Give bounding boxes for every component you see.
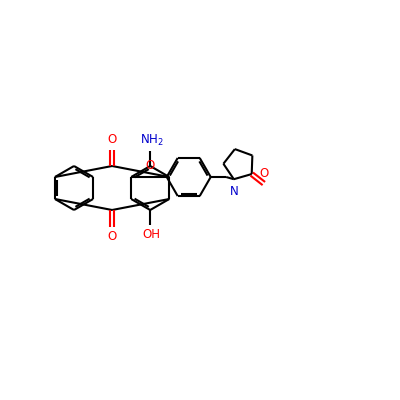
Text: O: O bbox=[108, 133, 117, 146]
Text: OH: OH bbox=[142, 228, 160, 241]
Text: NH$_2$: NH$_2$ bbox=[140, 133, 163, 148]
Text: O: O bbox=[108, 230, 117, 243]
Text: O: O bbox=[145, 159, 154, 172]
Text: O: O bbox=[259, 166, 268, 180]
Text: N: N bbox=[230, 185, 238, 198]
